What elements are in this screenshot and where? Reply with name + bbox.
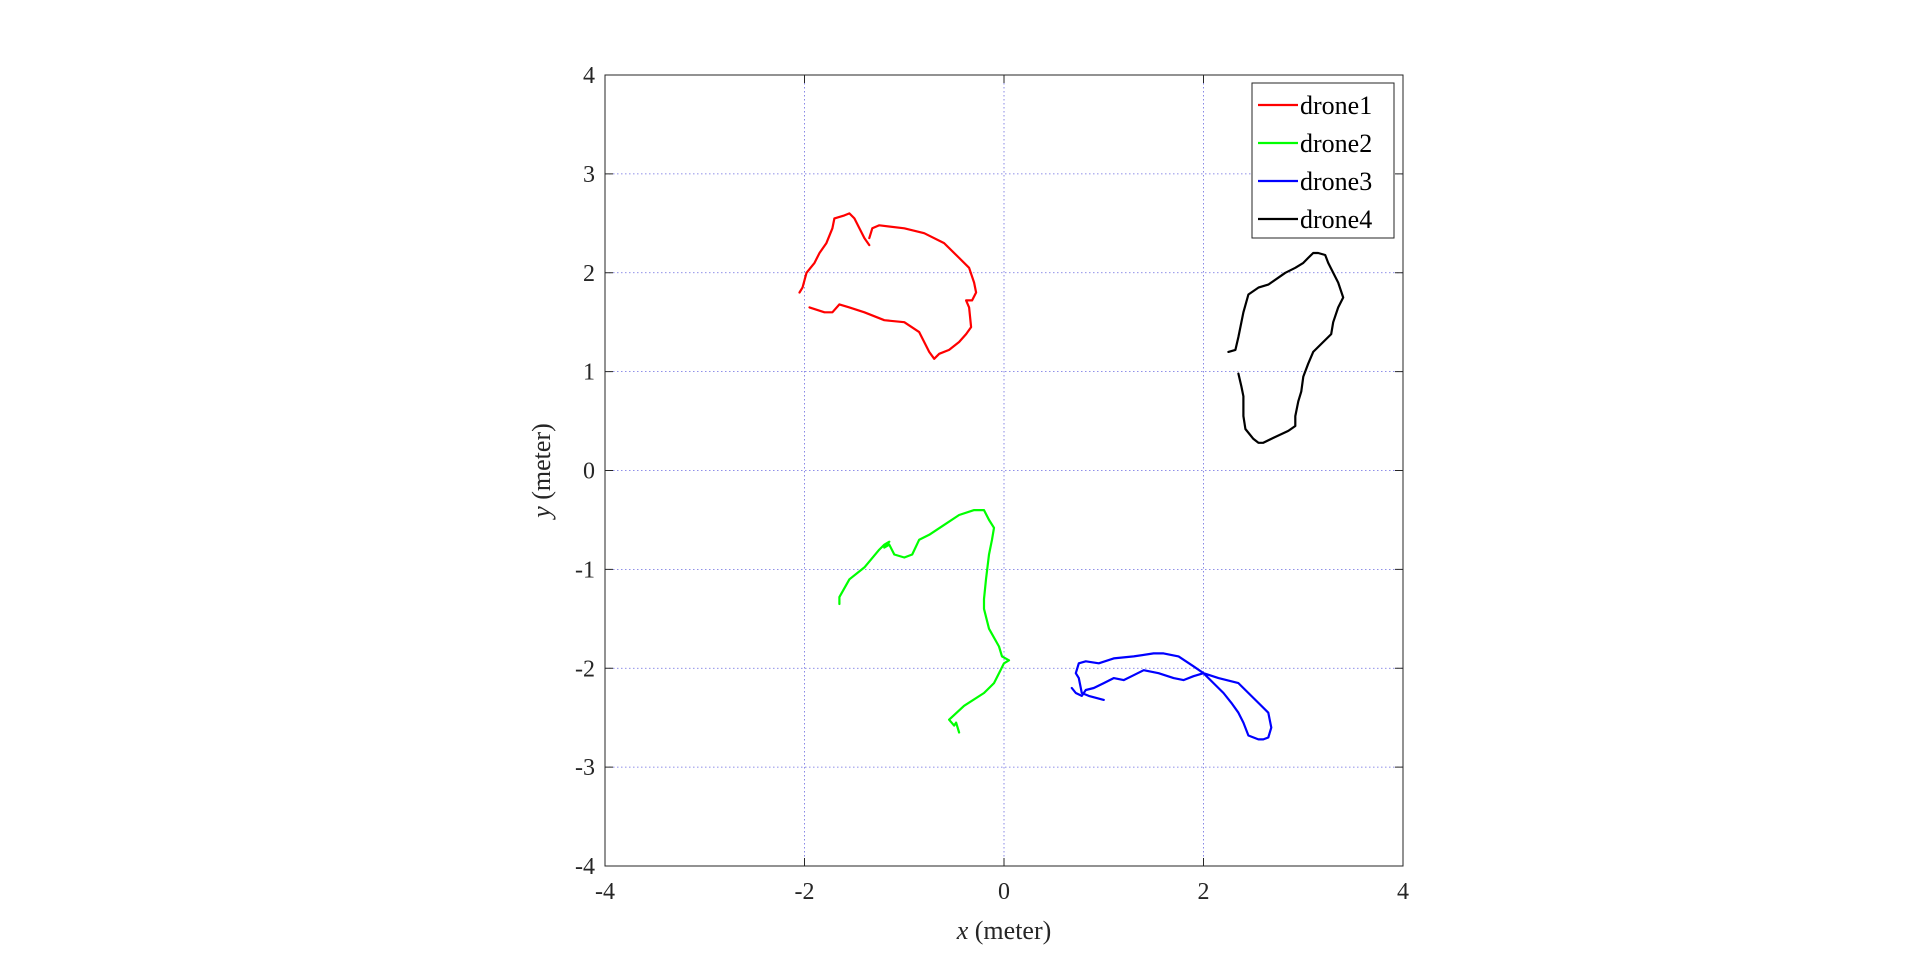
x-tick-label: -4 [595, 879, 615, 905]
x-axis-label: x (meter) [956, 916, 1052, 945]
y-tick-label: 1 [583, 360, 595, 386]
y-axis-variable: y [527, 506, 556, 521]
y-tick-label: -1 [575, 557, 595, 583]
y-axis-label: y (meter) [527, 423, 556, 521]
y-tick-label: 2 [583, 261, 595, 287]
legend: drone1 drone2 drone3 drone4 [1251, 82, 1395, 239]
x-tick-label: 2 [1198, 879, 1210, 905]
y-tick-label: 0 [583, 459, 595, 485]
y-tick-label: 4 [583, 63, 595, 89]
x-tick-label: -2 [795, 879, 815, 905]
x-tick-label: 0 [998, 879, 1010, 905]
series-line-drone1 [798, 212, 871, 294]
legend-box [1251, 82, 1395, 239]
series-line-drone4 [1227, 251, 1345, 444]
legend-label-drone3: drone3 [1300, 167, 1372, 196]
x-axis-unit: (meter) [968, 916, 1051, 945]
y-tick-label: -4 [575, 854, 595, 880]
x-tick-label: 4 [1397, 879, 1409, 905]
y-tick-label: 3 [583, 162, 595, 188]
series-line-drone3 [1070, 652, 1273, 741]
legend-label-drone4: drone4 [1300, 205, 1372, 234]
y-tick-label: -3 [575, 755, 595, 781]
y-tick-label: -2 [575, 656, 595, 682]
y-axis-unit: (meter) [527, 423, 556, 506]
series-line-drone2 [838, 509, 1011, 734]
legend-label-drone2: drone2 [1300, 129, 1372, 158]
legend-label-drone1: drone1 [1300, 91, 1372, 120]
series-lines [798, 212, 1345, 741]
axis-ticks: -4 -2 0 2 4 -4 -3 -2 -1 0 1 2 3 4 [575, 63, 1409, 905]
series-line-drone1-segment [808, 224, 978, 360]
x-axis-variable: x [956, 916, 969, 945]
